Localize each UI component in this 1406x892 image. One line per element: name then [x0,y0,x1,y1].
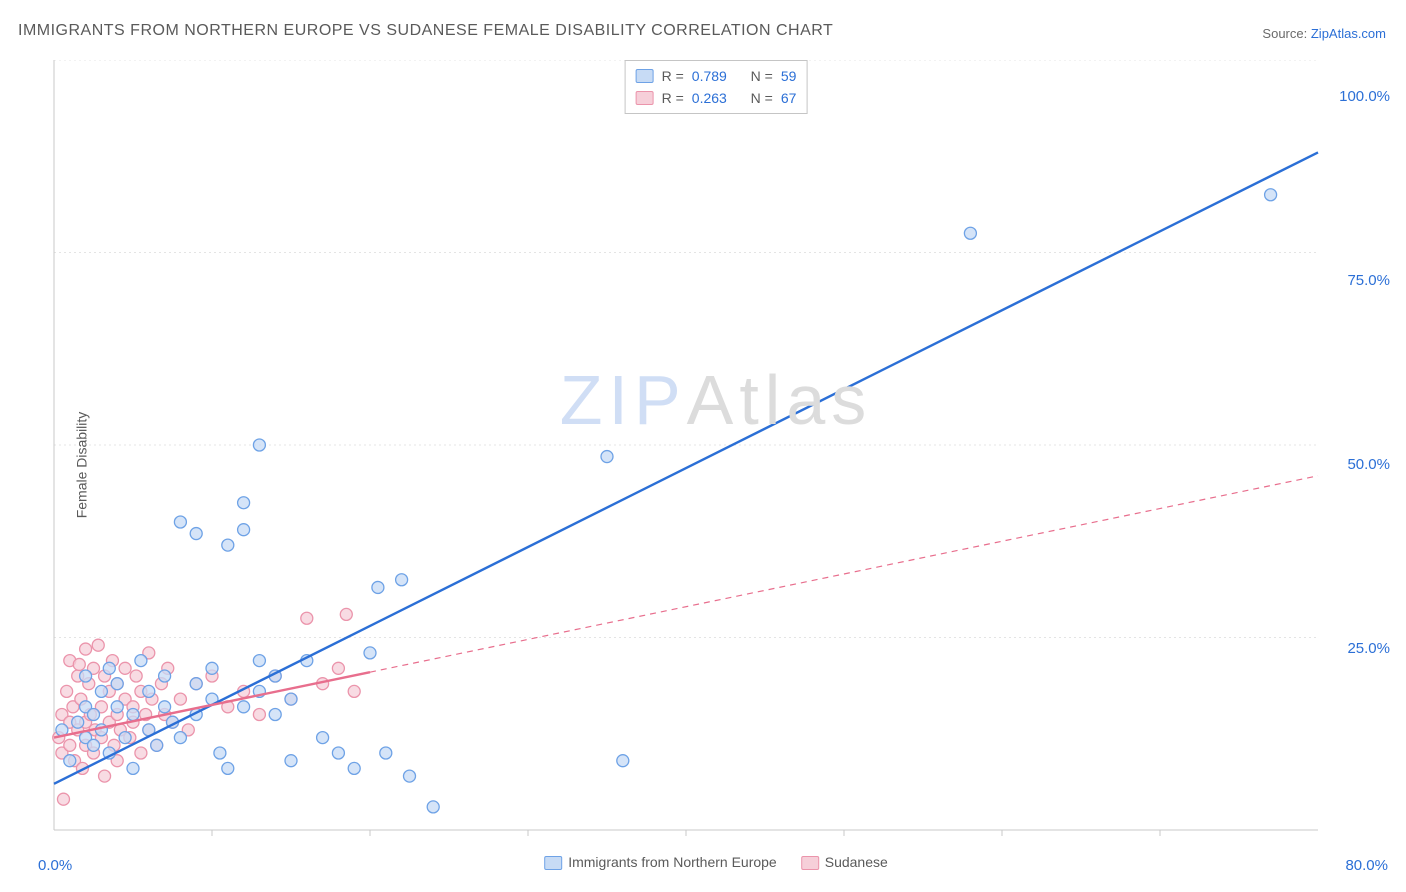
r-value-1: 0.263 [692,90,727,106]
source-line: Source: ZipAtlas.com [1262,26,1386,41]
legend-stats: R = 0.789 N = 59 R = 0.263 N = 67 [625,60,808,114]
legend-swatch-b0 [544,856,562,870]
legend-series: Immigrants from Northern Europe Sudanese [544,854,888,870]
source-label: Source: [1262,26,1307,41]
scatter-plot [46,60,1386,870]
legend-item-1: Sudanese [801,854,888,870]
source-link[interactable]: ZipAtlas.com [1311,26,1386,41]
y-tick-50: 50.0% [1320,456,1390,473]
chart-title: IMMIGRANTS FROM NORTHERN EUROPE VS SUDAN… [18,22,833,40]
legend-swatch-b1 [801,856,819,870]
r-value-0: 0.789 [692,68,727,84]
x-end-label: 80.0% [1345,857,1388,874]
y-axis-label: Female Disability [73,412,89,519]
legend-stats-row-1: R = 0.263 N = 67 [636,87,797,109]
legend-swatch-1 [636,91,654,105]
legend-item-0: Immigrants from Northern Europe [544,854,777,870]
legend-stats-row-0: R = 0.789 N = 59 [636,65,797,87]
y-tick-100: 100.0% [1320,88,1390,105]
legend-swatch-0 [636,69,654,83]
y-tick-25: 25.0% [1320,640,1390,657]
n-value-0: 59 [781,68,797,84]
y-tick-75: 75.0% [1320,272,1390,289]
chart-area: Female Disability 100.0% 75.0% 50.0% 25.… [46,60,1386,870]
x-origin-label: 0.0% [38,857,72,874]
n-value-1: 67 [781,90,797,106]
